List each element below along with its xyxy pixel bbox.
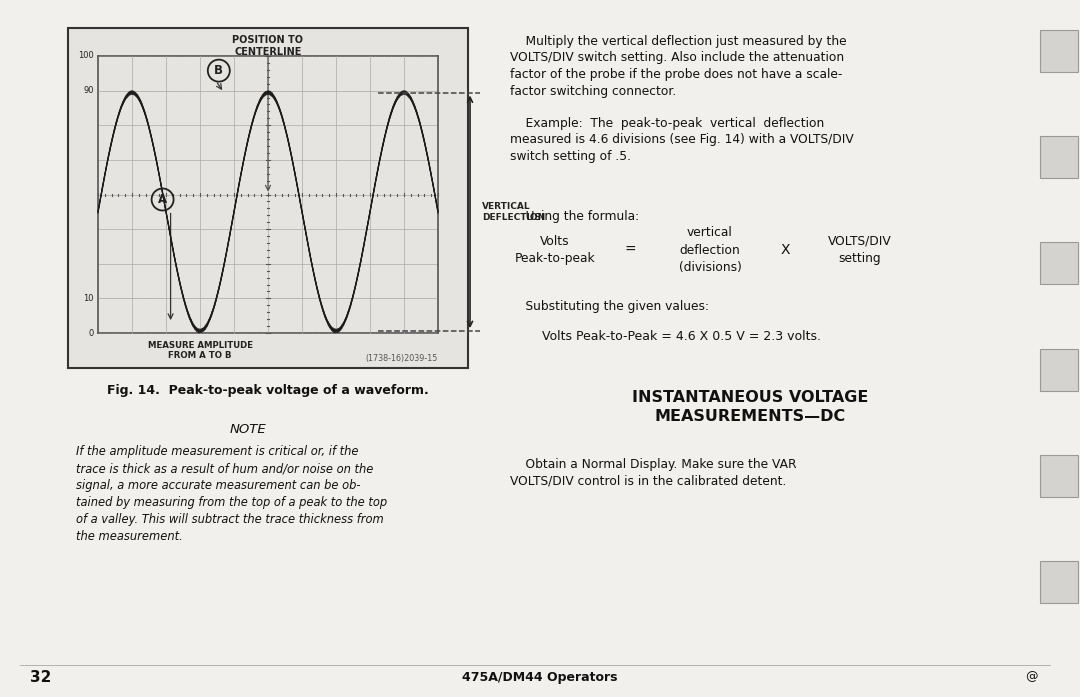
- Text: MEASURE AMPLITUDE
FROM A TO B: MEASURE AMPLITUDE FROM A TO B: [148, 341, 253, 360]
- Bar: [1040, 348, 1078, 390]
- Text: Using the formula:: Using the formula:: [510, 210, 639, 223]
- Bar: [1040, 30, 1078, 72]
- Text: A: A: [158, 193, 167, 206]
- Text: 475A/DM44 Operators: 475A/DM44 Operators: [462, 671, 618, 684]
- Text: Obtain a Normal Display. Make sure the VAR
VOLTS/DIV control is in the calibrate: Obtain a Normal Display. Make sure the V…: [510, 458, 797, 487]
- Text: vertical
deflection
(divisions): vertical deflection (divisions): [678, 227, 742, 273]
- Bar: [1040, 243, 1078, 284]
- Text: =: =: [624, 243, 636, 257]
- Bar: [1040, 454, 1078, 497]
- Text: Example:  The  peak-to-peak  vertical  deflection
measured is 4.6 divisions (see: Example: The peak-to-peak vertical defle…: [510, 117, 854, 163]
- Bar: [1040, 136, 1078, 178]
- Text: INSTANTANEOUS VOLTAGE
MEASUREMENTS—DC: INSTANTANEOUS VOLTAGE MEASUREMENTS—DC: [632, 390, 868, 424]
- Text: NOTE: NOTE: [230, 423, 267, 436]
- Text: Volts
Peak-to-peak: Volts Peak-to-peak: [515, 235, 595, 265]
- Bar: [1040, 561, 1078, 603]
- Text: Substituting the given values:: Substituting the given values:: [510, 300, 708, 313]
- Text: 32: 32: [30, 670, 52, 684]
- Text: X: X: [780, 243, 789, 257]
- Text: POSITION TO
CENTERLINE: POSITION TO CENTERLINE: [232, 35, 303, 56]
- Text: Volts Peak-to-Peak = 4.6 X 0.5 V = 2.3 volts.: Volts Peak-to-Peak = 4.6 X 0.5 V = 2.3 v…: [510, 330, 821, 343]
- Text: 0: 0: [89, 328, 94, 337]
- Text: 10: 10: [83, 294, 94, 303]
- Text: (1738-16)2039-15: (1738-16)2039-15: [366, 354, 438, 363]
- Text: If the amplitude measurement is critical or, if the
trace is thick as a result o: If the amplitude measurement is critical…: [76, 445, 387, 543]
- Text: 90: 90: [83, 86, 94, 95]
- Text: VERTICAL
DEFLECTION: VERTICAL DEFLECTION: [482, 202, 545, 222]
- Text: Multiply the vertical deflection just measured by the
VOLTS/DIV switch setting. : Multiply the vertical deflection just me…: [510, 35, 847, 98]
- Bar: [68, 28, 468, 368]
- Text: 100: 100: [78, 52, 94, 61]
- Text: B: B: [214, 64, 224, 77]
- Text: @: @: [1025, 671, 1038, 684]
- Text: VOLTS/DIV
setting: VOLTS/DIV setting: [828, 235, 892, 265]
- Text: Fig. 14.  Peak-to-peak voltage of a waveform.: Fig. 14. Peak-to-peak voltage of a wavef…: [107, 384, 429, 397]
